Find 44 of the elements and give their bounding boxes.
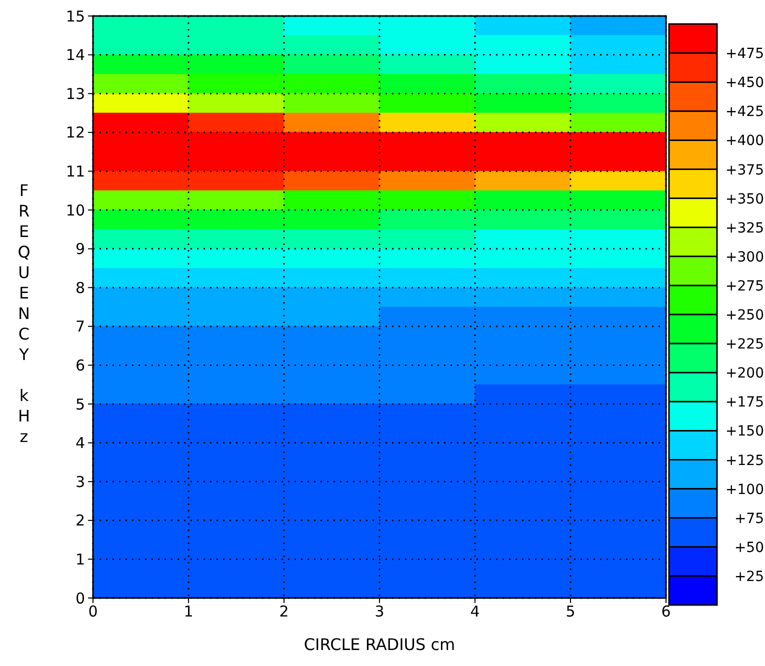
y-tick-label: 7 [75, 318, 85, 336]
color-bar-label: +425 [726, 104, 764, 120]
x-tick-label: 4 [470, 602, 480, 621]
y-tick-label: 0 [75, 589, 85, 608]
y-tick-label: 6 [75, 356, 85, 375]
color-bar-label: +75 [734, 510, 764, 527]
color-bar-label: +400 [726, 133, 764, 150]
x-tick-label: 3 [374, 602, 384, 621]
y-tick-label: 12 [66, 124, 85, 142]
y-tick-label: 13 [66, 84, 85, 103]
y-tick-label: 5 [75, 395, 85, 414]
y-tick-label: 3 [75, 472, 85, 491]
color-bar-label: +300 [726, 249, 764, 266]
color-bar-label: +225 [726, 336, 764, 353]
color-bar-label: +350 [726, 191, 764, 208]
color-bar-label: +25 [734, 568, 764, 585]
x-tick-label: 2 [279, 602, 289, 621]
color-bar-label: +450 [726, 75, 764, 92]
y-tick-label: 8 [75, 278, 85, 297]
text: FREQUENCY kHz [18, 181, 30, 446]
y-tick-label: 2 [75, 512, 85, 530]
y-tick-label: 11 [66, 162, 85, 181]
x-tick-label: 5 [566, 602, 576, 621]
x-axis-title: CIRCLE RADIUS cm [304, 635, 456, 654]
color-bar-label: +325 [726, 220, 764, 236]
y-tick-label: 15 [66, 7, 85, 26]
color-bar-label: +125 [726, 452, 764, 469]
color-bar-label: +275 [726, 278, 764, 294]
y-tick-label: 9 [75, 240, 85, 258]
color-bar-label: +150 [726, 424, 764, 440]
color-bar-label: +50 [734, 540, 764, 556]
x-tick-label: 0 [88, 602, 98, 621]
y-tick-label: 4 [75, 434, 85, 452]
y-tick-label: 10 [66, 201, 85, 220]
y-tick-label: 1 [75, 550, 85, 569]
color-bar-label: +100 [726, 482, 764, 498]
y-tick-label: 14 [66, 46, 85, 64]
color-bar-label: +475 [726, 46, 764, 62]
color-bar-label: +375 [726, 162, 764, 178]
x-tick-label: 6 [661, 602, 671, 621]
x-tick-label: 1 [184, 602, 194, 621]
color-bar-label: +250 [726, 308, 764, 324]
color-bar-label: +175 [726, 394, 764, 411]
color-bar-label: +200 [726, 366, 764, 382]
